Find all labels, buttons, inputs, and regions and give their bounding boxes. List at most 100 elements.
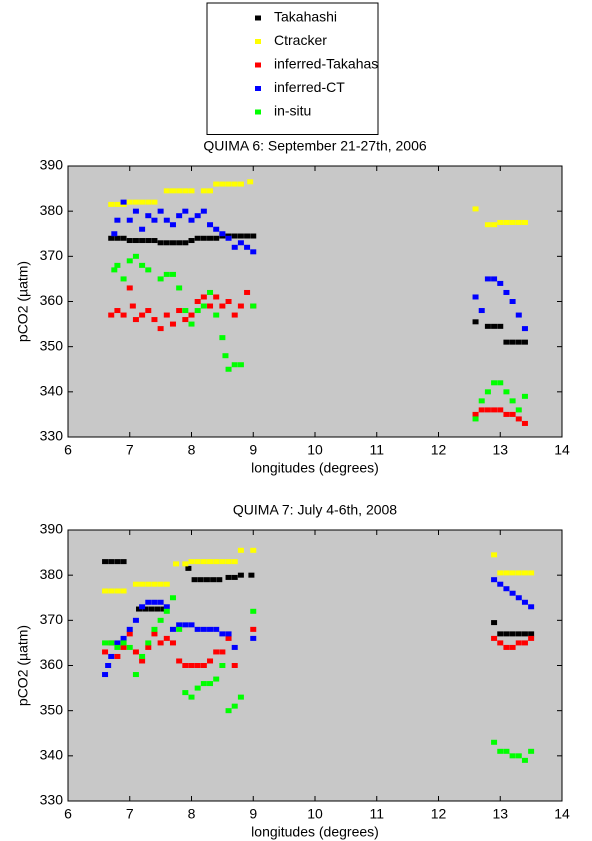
x-tick-label: 11 — [369, 806, 384, 822]
point — [139, 581, 146, 587]
point — [126, 217, 133, 223]
point — [225, 708, 232, 714]
point — [169, 321, 176, 327]
point — [169, 271, 176, 277]
x-tick-label: 6 — [64, 442, 72, 458]
point — [497, 323, 504, 329]
point — [491, 222, 498, 228]
point — [491, 739, 498, 745]
point — [210, 577, 217, 583]
point — [231, 559, 238, 565]
point — [194, 626, 201, 632]
point — [484, 407, 491, 413]
point — [244, 233, 251, 239]
y-tick-label: 360 — [40, 656, 64, 672]
point — [132, 672, 139, 678]
legend-box — [206, 2, 379, 135]
point — [197, 577, 204, 583]
point — [102, 672, 109, 678]
point — [222, 353, 229, 359]
point — [148, 606, 155, 612]
point — [132, 581, 139, 587]
point — [491, 577, 498, 583]
legend-label: Ctracker — [274, 32, 327, 48]
point — [136, 606, 143, 612]
point — [200, 235, 207, 241]
point — [244, 289, 251, 295]
x-tick-label: 11 — [369, 442, 384, 458]
point — [145, 199, 152, 205]
point — [145, 213, 152, 219]
point — [114, 262, 121, 268]
point — [160, 606, 167, 612]
point — [163, 271, 170, 277]
point — [521, 219, 528, 225]
point — [509, 339, 516, 345]
point — [478, 407, 485, 413]
point — [231, 181, 238, 187]
point — [484, 276, 491, 282]
legend-marker — [255, 86, 261, 91]
point — [188, 663, 195, 668]
point — [151, 238, 158, 244]
point — [132, 617, 139, 623]
point — [515, 312, 522, 318]
point — [219, 335, 226, 341]
point — [509, 411, 516, 417]
point — [509, 570, 516, 576]
point — [503, 339, 510, 345]
point — [491, 407, 498, 413]
point — [139, 199, 146, 205]
point — [114, 201, 121, 207]
point — [497, 280, 504, 286]
point — [472, 416, 479, 422]
legend-marker — [255, 109, 261, 115]
point — [114, 217, 121, 223]
y-tick-label: 360 — [40, 292, 64, 308]
x-tick-label: 6 — [64, 806, 72, 822]
point — [225, 574, 232, 580]
legend-label: inferred-Takahas — [274, 56, 378, 72]
x-tick-label: 9 — [249, 806, 257, 822]
y-tick-label: 370 — [40, 611, 64, 627]
x-tick-label: 8 — [188, 442, 196, 458]
point — [194, 308, 201, 314]
point — [203, 577, 210, 583]
point — [132, 208, 139, 214]
point — [250, 547, 257, 553]
point — [200, 626, 207, 632]
point — [145, 308, 152, 314]
legend-marker — [255, 39, 261, 44]
point — [497, 748, 504, 754]
legend-label: Takahashi — [274, 9, 337, 25]
point — [120, 199, 127, 205]
point — [188, 559, 195, 565]
point — [213, 676, 220, 682]
point — [108, 559, 115, 565]
point — [188, 238, 195, 244]
y-tick-label: 380 — [40, 566, 64, 582]
point — [497, 631, 504, 637]
point — [200, 294, 207, 300]
point — [509, 398, 516, 404]
point — [237, 181, 244, 187]
point — [163, 635, 170, 641]
point — [478, 308, 485, 314]
point — [176, 188, 183, 194]
point — [213, 294, 220, 300]
point — [207, 289, 214, 295]
point — [194, 213, 201, 219]
x-tick-label: 14 — [554, 806, 570, 822]
point — [176, 285, 183, 291]
point — [207, 658, 214, 664]
point — [157, 276, 164, 282]
x-tick-label: 12 — [431, 442, 447, 458]
point — [231, 233, 238, 239]
point — [478, 398, 485, 404]
point — [132, 649, 139, 655]
point — [207, 188, 214, 194]
point — [132, 317, 139, 323]
y-tick-label: 330 — [40, 792, 64, 808]
point — [491, 620, 498, 626]
point — [129, 303, 136, 309]
